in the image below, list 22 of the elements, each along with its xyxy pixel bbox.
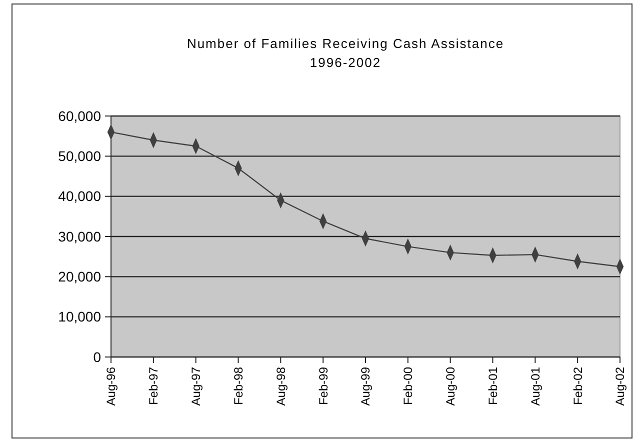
y-tick-label: 40,000 <box>58 188 102 204</box>
x-tick-label: Feb-00 <box>401 366 416 406</box>
x-tick-label: Aug-01 <box>528 366 542 406</box>
x-tick-label: Aug-98 <box>274 366 288 406</box>
y-tick-label: 60,000 <box>58 108 102 124</box>
chart-title: Number of Families Receiving Cash Assistance <box>186 36 504 51</box>
x-tick-label: Aug-97 <box>189 366 204 406</box>
y-tick-label: 50,000 <box>58 148 102 164</box>
x-tick-label: Feb-02 <box>570 366 585 406</box>
x-tick-label: Feb-97 <box>146 366 161 406</box>
x-tick-label: Feb-99 <box>316 366 330 406</box>
x-tick-label: Aug-02 <box>613 366 628 406</box>
chart-subtitle: 1996-2002 <box>310 55 382 70</box>
y-tick-label: 0 <box>93 348 102 365</box>
x-tick-label: Aug-00 <box>444 366 458 406</box>
x-tick-label: Feb-01 <box>486 366 500 406</box>
x-tick-label: Feb-98 <box>231 366 246 406</box>
y-tick-label: 30,000 <box>58 228 102 244</box>
y-tick-label: 20,000 <box>58 268 102 285</box>
x-tick-label: Aug-99 <box>358 366 373 406</box>
y-tick-label: 10,000 <box>58 308 102 325</box>
x-tick-label: Aug-96 <box>104 366 118 406</box>
